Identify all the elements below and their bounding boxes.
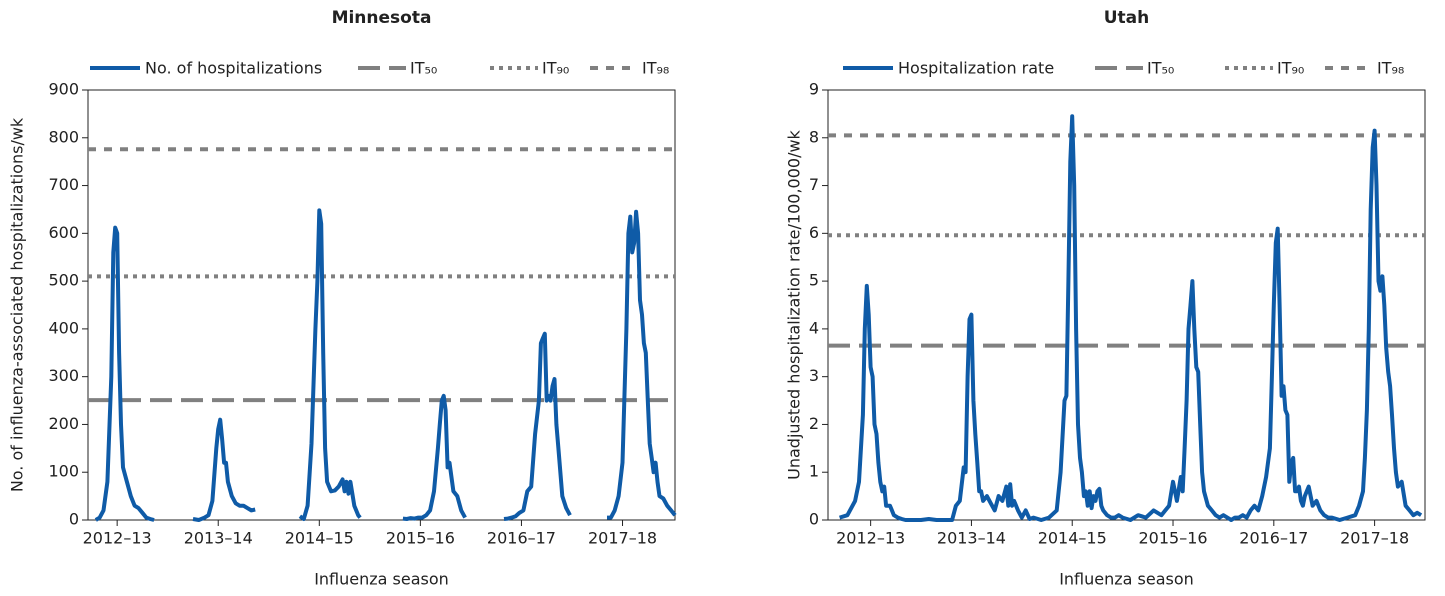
y-tick-label: 800 bbox=[48, 127, 79, 146]
legend-label: IT₉₈ bbox=[642, 59, 669, 78]
y-tick-label: 6 bbox=[809, 223, 819, 242]
x-tick-label: 2015–16 bbox=[1138, 529, 1207, 548]
y-tick-label: 600 bbox=[48, 223, 79, 242]
y-tick-label: 7 bbox=[809, 175, 819, 194]
x-tick-label: 2017–18 bbox=[1340, 529, 1409, 548]
x-axis-label: Influenza season bbox=[314, 570, 449, 589]
x-tick-label: 2014–15 bbox=[1038, 529, 1107, 548]
y-tick-label: 500 bbox=[48, 271, 79, 290]
plot-frame bbox=[827, 89, 1426, 521]
legend-label: IT₉₀ bbox=[542, 59, 569, 78]
x-tick-label: 2012–13 bbox=[836, 529, 905, 548]
y-tick-label: 8 bbox=[809, 127, 819, 146]
x-axis-label: Influenza season bbox=[1059, 570, 1194, 589]
legend-label: No. of hospitalizations bbox=[145, 59, 322, 78]
y-tick-label: 100 bbox=[48, 462, 79, 481]
y-axis-label: No. of influenza-associated hospitalizat… bbox=[8, 117, 27, 492]
legend-label: IT₅₀ bbox=[410, 59, 437, 78]
data-line bbox=[839, 114, 1423, 522]
y-tick-label: 0 bbox=[809, 510, 819, 529]
x-tick-label: 2016–17 bbox=[487, 529, 556, 548]
y-tick-label: 200 bbox=[48, 414, 79, 433]
x-tick-label: 2015–16 bbox=[386, 529, 455, 548]
chart-title: Utah bbox=[1104, 8, 1150, 28]
x-tick-label: 2016–17 bbox=[1239, 529, 1308, 548]
y-tick-label: 400 bbox=[48, 318, 79, 337]
x-tick-label: 2012–13 bbox=[83, 529, 152, 548]
plot-frame bbox=[87, 89, 676, 521]
y-tick-label: 5 bbox=[809, 271, 819, 290]
y-axis-label: Unadjusted hospitalization rate/100,000/… bbox=[785, 129, 804, 479]
y-tick-label: 1 bbox=[809, 462, 819, 481]
y-tick-label: 9 bbox=[809, 80, 819, 99]
x-tick-label: 2017–18 bbox=[588, 529, 657, 548]
x-tick-label: 2014–15 bbox=[285, 529, 354, 548]
y-tick-label: 700 bbox=[48, 175, 79, 194]
chart-title: Minnesota bbox=[332, 8, 432, 28]
x-tick-label: 2013–14 bbox=[184, 529, 253, 548]
legend-label: IT₉₈ bbox=[1377, 59, 1404, 78]
y-tick-label: 3 bbox=[809, 366, 819, 385]
y-tick-label: 0 bbox=[69, 510, 79, 529]
x-tick-label: 2013–14 bbox=[937, 529, 1006, 548]
y-tick-label: 900 bbox=[48, 80, 79, 99]
legend-label: IT₅₀ bbox=[1147, 59, 1174, 78]
legend-label: Hospitalization rate bbox=[898, 59, 1054, 78]
y-tick-label: 4 bbox=[809, 318, 819, 337]
y-tick-label: 2 bbox=[809, 414, 819, 433]
data-line bbox=[94, 208, 677, 522]
y-tick-label: 300 bbox=[48, 366, 79, 385]
legend-label: IT₉₀ bbox=[1277, 59, 1304, 78]
